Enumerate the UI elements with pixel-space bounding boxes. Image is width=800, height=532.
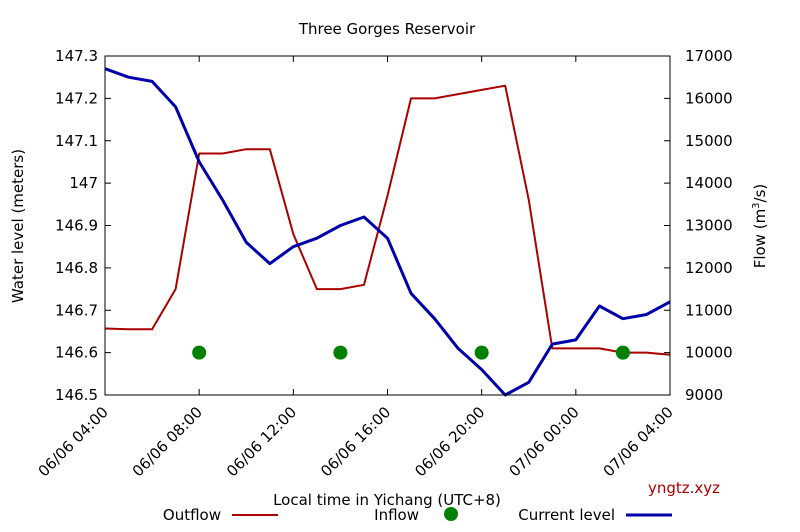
right-tick-label: 9000: [685, 386, 723, 404]
x-tick-label: 06/06 16:00: [317, 403, 394, 480]
current-level-series-line: [104, 67, 671, 397]
watermark-text: yngtz.xyz: [648, 479, 720, 497]
inflow-point: [333, 345, 348, 360]
inflow-point: [474, 345, 489, 360]
left-tick-label: 146.7: [55, 301, 98, 319]
right-axis: 9000 10000 11000 12000 13000 14000 15000 16000 1…: [664, 47, 733, 404]
legend: Outflow Inflow Current level: [163, 506, 672, 524]
left-tick-label: 147: [69, 174, 98, 192]
right-tick-label: 13000: [685, 217, 733, 235]
x-axis-label: Local time in Yichang (UTC+8): [273, 491, 501, 509]
plot-area: [104, 67, 671, 397]
right-tick-label: 16000: [685, 89, 733, 107]
right-axis-label-sup: 3: [751, 202, 762, 208]
right-tick-label: 15000: [685, 132, 733, 150]
x-tick-label: 06/06 20:00: [411, 403, 488, 480]
right-tick-label: 14000: [685, 174, 733, 192]
chart-title: Three Gorges Reservoir: [298, 20, 476, 38]
right-tick-label: 17000: [685, 47, 733, 65]
x-tick-label: 07/06 04:00: [600, 403, 677, 480]
x-tick-label: 06/06 08:00: [129, 403, 206, 480]
left-tick-label: 146.5: [55, 386, 98, 404]
right-axis-label-suffix: /s): [751, 184, 769, 203]
right-tick-label: 11000: [685, 301, 733, 319]
left-tick-label: 146.8: [55, 259, 98, 277]
plot-frame: [104, 55, 671, 396]
left-tick-label: 146.6: [55, 344, 98, 362]
right-axis-label-prefix: Flow (m: [751, 209, 769, 268]
legend-label-current-level: Current level: [518, 506, 615, 524]
x-axis: 06/06 04:00 06/06 08:00 06/06 12:00 06/06 1…: [35, 56, 677, 480]
inflow-point: [615, 345, 630, 360]
x-tick-label: 06/06 04:00: [35, 403, 112, 480]
x-tick-label: 07/06 00:00: [505, 403, 582, 480]
right-axis-label: Flow (m3/s): [751, 184, 769, 269]
left-tick-label: 147.1: [55, 132, 98, 150]
right-tick-label: 12000: [685, 259, 733, 277]
left-tick-label: 147.2: [55, 89, 98, 107]
x-tick-label: 06/06 12:00: [223, 403, 300, 480]
left-tick-label: 147.3: [55, 47, 98, 65]
outflow-series-line: [104, 84, 671, 356]
left-axis-label: Water level (meters): [9, 149, 27, 303]
left-axis: 146.5 146.6 146.7 146.8 146.9 147 147.1 147.2 14…: [55, 47, 111, 404]
right-tick-label: 10000: [685, 344, 733, 362]
legend-swatch-inflow: [444, 507, 458, 521]
legend-label-inflow: Inflow: [374, 506, 419, 524]
left-tick-label: 146.9: [55, 217, 98, 235]
inflow-point: [192, 345, 207, 360]
legend-label-outflow: Outflow: [163, 506, 221, 524]
